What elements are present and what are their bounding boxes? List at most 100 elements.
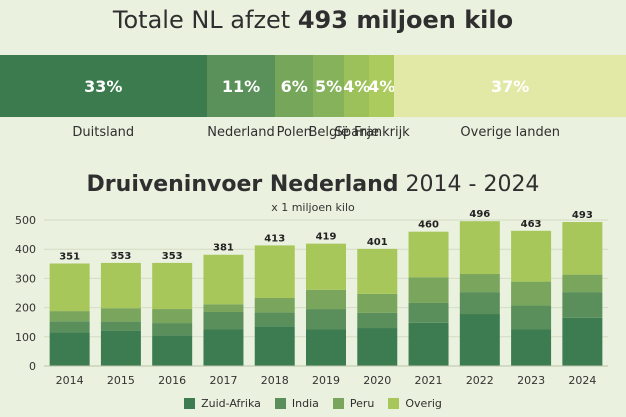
legend-swatch [388,397,400,409]
share-segment-overige-landen: 37% [394,55,626,117]
legend-item: India [274,395,319,411]
bar-segment-india [152,323,193,336]
bar-segment-overig [100,262,141,309]
total-data-label: 351 [59,252,80,263]
total-data-label: 419 [316,232,337,243]
chart-title: Druiveninvoer Nederland 2014 - 2024 [0,172,626,197]
total-data-label: 353 [162,251,183,262]
bar-segment-peru [357,293,398,313]
x-tick-label: 2022 [466,374,494,387]
total-data-label: 493 [572,210,593,221]
bar-segment-india [408,302,449,323]
bar-segment-zuid-afrika [203,329,244,366]
x-tick-label: 2023 [517,374,545,387]
chart-legend: Zuid-Afrika India Peru Overig [0,395,626,411]
share-country-label: Spanje [334,125,379,140]
bar-segment-peru [511,281,552,306]
share-segment-frankrijk: 4% [368,55,396,117]
bar-segment-zuid-afrika [306,329,346,366]
bar-segment-overig [254,245,295,298]
share-country-label: Polen [276,125,312,140]
bar-segment-peru [306,289,346,310]
share-percentage: 4% [343,76,371,96]
bar-segment-peru [459,274,500,293]
bar-segment-peru [100,308,141,322]
headline-prefix: Totale NL afzet [112,6,291,34]
export-share-bar: 33% 11% 6% 5% 4% 4% 37% [0,55,626,117]
bar-segment-overig [511,230,552,282]
bar-segment-india [49,321,90,333]
bar-segment-zuid-afrika [49,332,90,366]
share-percentage: 6% [280,76,308,96]
share-segment-nederland: 11% [206,55,276,117]
share-country-label: Nederland [207,125,275,140]
legend-item: Overig [388,395,442,411]
bar-segment-india [562,292,603,318]
bar-segment-overig [203,254,244,305]
share-country-label: Frankrijk [354,125,410,140]
bar-segment-overig [152,262,193,310]
total-data-label: 401 [367,237,388,248]
bar-segment-zuid-afrika [152,335,193,366]
legend-label: Overig [405,396,442,410]
share-segment-polen: 6% [275,55,313,117]
bar-segment-zuid-afrika [562,317,603,366]
x-tick-label: 2016 [158,374,186,387]
bar-segment-india [100,321,141,331]
bar-segment-india [203,311,244,330]
share-percentage: 33% [84,76,123,96]
x-tick-label: 2024 [568,374,596,387]
legend-item: Peru [332,395,374,411]
x-tick-label: 2021 [415,374,443,387]
bar-segment-india [306,309,346,330]
total-data-label: 381 [213,243,234,254]
y-tick-label: 400 [15,243,36,256]
share-percentage: 4% [368,76,396,96]
total-data-label: 496 [469,210,490,220]
export-share-labels: Duitsland Nederland Polen België Spanje Frank… [0,125,626,145]
x-tick-label: 2019 [312,374,340,387]
y-tick-label: 500 [15,214,36,227]
share-percentage: 11% [221,76,261,96]
bar-segment-zuid-afrika [459,314,500,366]
total-data-label: 353 [110,251,131,262]
chart-title-period: 2014 - 2024 [405,172,540,197]
legend-swatch [274,397,286,409]
bar-segment-overig [408,231,449,278]
share-segment-duitsland: 33% [0,55,207,117]
chart-subtitle: x 1 miljoen kilo [271,201,355,214]
bar-segment-india [511,305,552,330]
bar-segment-zuid-afrika [100,330,141,366]
bar-segment-overig [459,221,500,275]
bar-segment-zuid-afrika [254,326,295,366]
bar-segment-india [254,312,295,327]
x-tick-label: 2020 [363,374,391,387]
share-percentage: 37% [491,76,530,96]
bar-segment-peru [49,311,90,322]
share-percentage: 5% [315,76,343,96]
share-country-label: Duitsland [72,125,135,140]
bar-segment-overig [357,248,398,294]
y-tick-label: 300 [15,272,36,285]
bar-segment-peru [203,304,244,312]
bar-segment-overig [562,222,603,275]
share-segment-spanje: 4% [343,55,371,117]
import-bar-chart: 0 100 200 300 400 500 351 2014 353 2015 353 2016 381… [15,210,608,387]
bar-segment-zuid-afrika [511,329,552,366]
legend-label: India [291,396,319,410]
bar-segment-peru [562,274,603,293]
legend-item: Zuid-Afrika [184,395,261,411]
bar-segment-zuid-afrika [357,328,398,366]
x-tick-label: 2015 [107,374,135,387]
bar-segment-peru [254,297,295,313]
bar-segment-zuid-afrika [408,322,449,366]
legend-label: Zuid-Afrika [201,396,261,410]
bar-segment-overig [306,243,346,290]
bar-segment-india [459,292,500,315]
y-tick-label: 200 [15,302,36,315]
bar-segment-overig [49,263,90,312]
x-tick-label: 2018 [261,374,289,387]
legend-swatch [332,397,344,409]
share-country-label: België [308,125,349,140]
headline: Totale NL afzet 493 miljoen kilo [0,6,626,34]
